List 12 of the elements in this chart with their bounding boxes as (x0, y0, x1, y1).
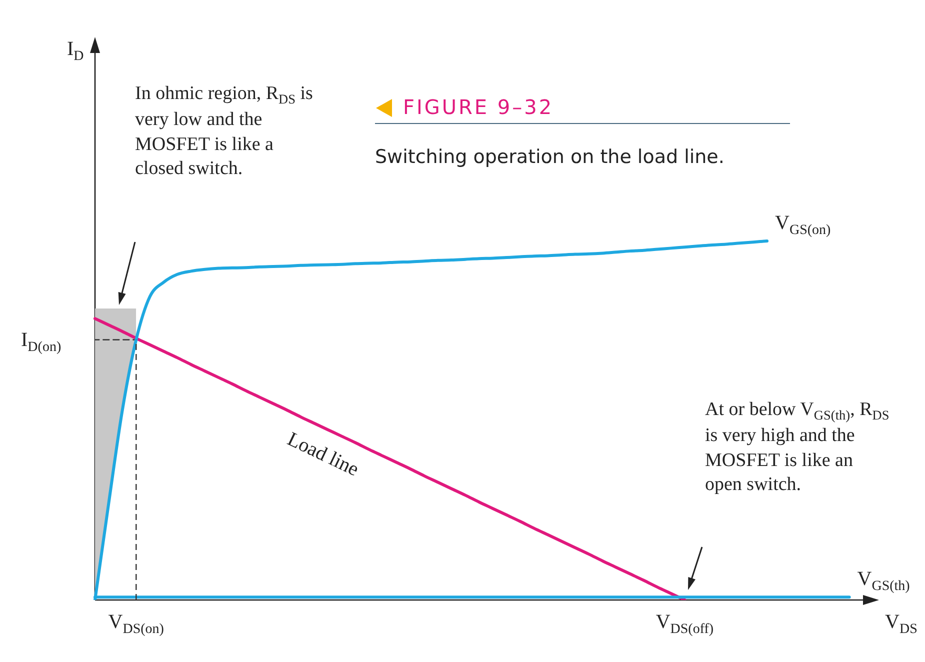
chart-subtitle: Switching operation on the load line. (375, 146, 724, 168)
text: In ohmic region, R$_{DS}$ is very low and the MOSFET is like a closed switch. (135, 83, 313, 180)
series-label: V$_{GS(on)}$ (775, 212, 831, 238)
series-label: V$_{GS(th)}$ (857, 568, 910, 594)
x-axis-title: V$_{DS}$ (885, 611, 918, 637)
text: At or below V$_{GS(th)}$, R$_{DS}$ is very high and the MOSFET is like an open switch. (705, 399, 890, 496)
text: Load line (284, 428, 362, 481)
x-tick-label: V$_{DS(on)}$ (108, 611, 164, 637)
x-tick-label: V$_{DS(off)}$ (656, 611, 714, 637)
text: I$_{D(on)}$ (21, 328, 62, 355)
chart-title: FIGURE 9–32 (375, 95, 790, 124)
text: I$_{D}$ (67, 38, 84, 64)
